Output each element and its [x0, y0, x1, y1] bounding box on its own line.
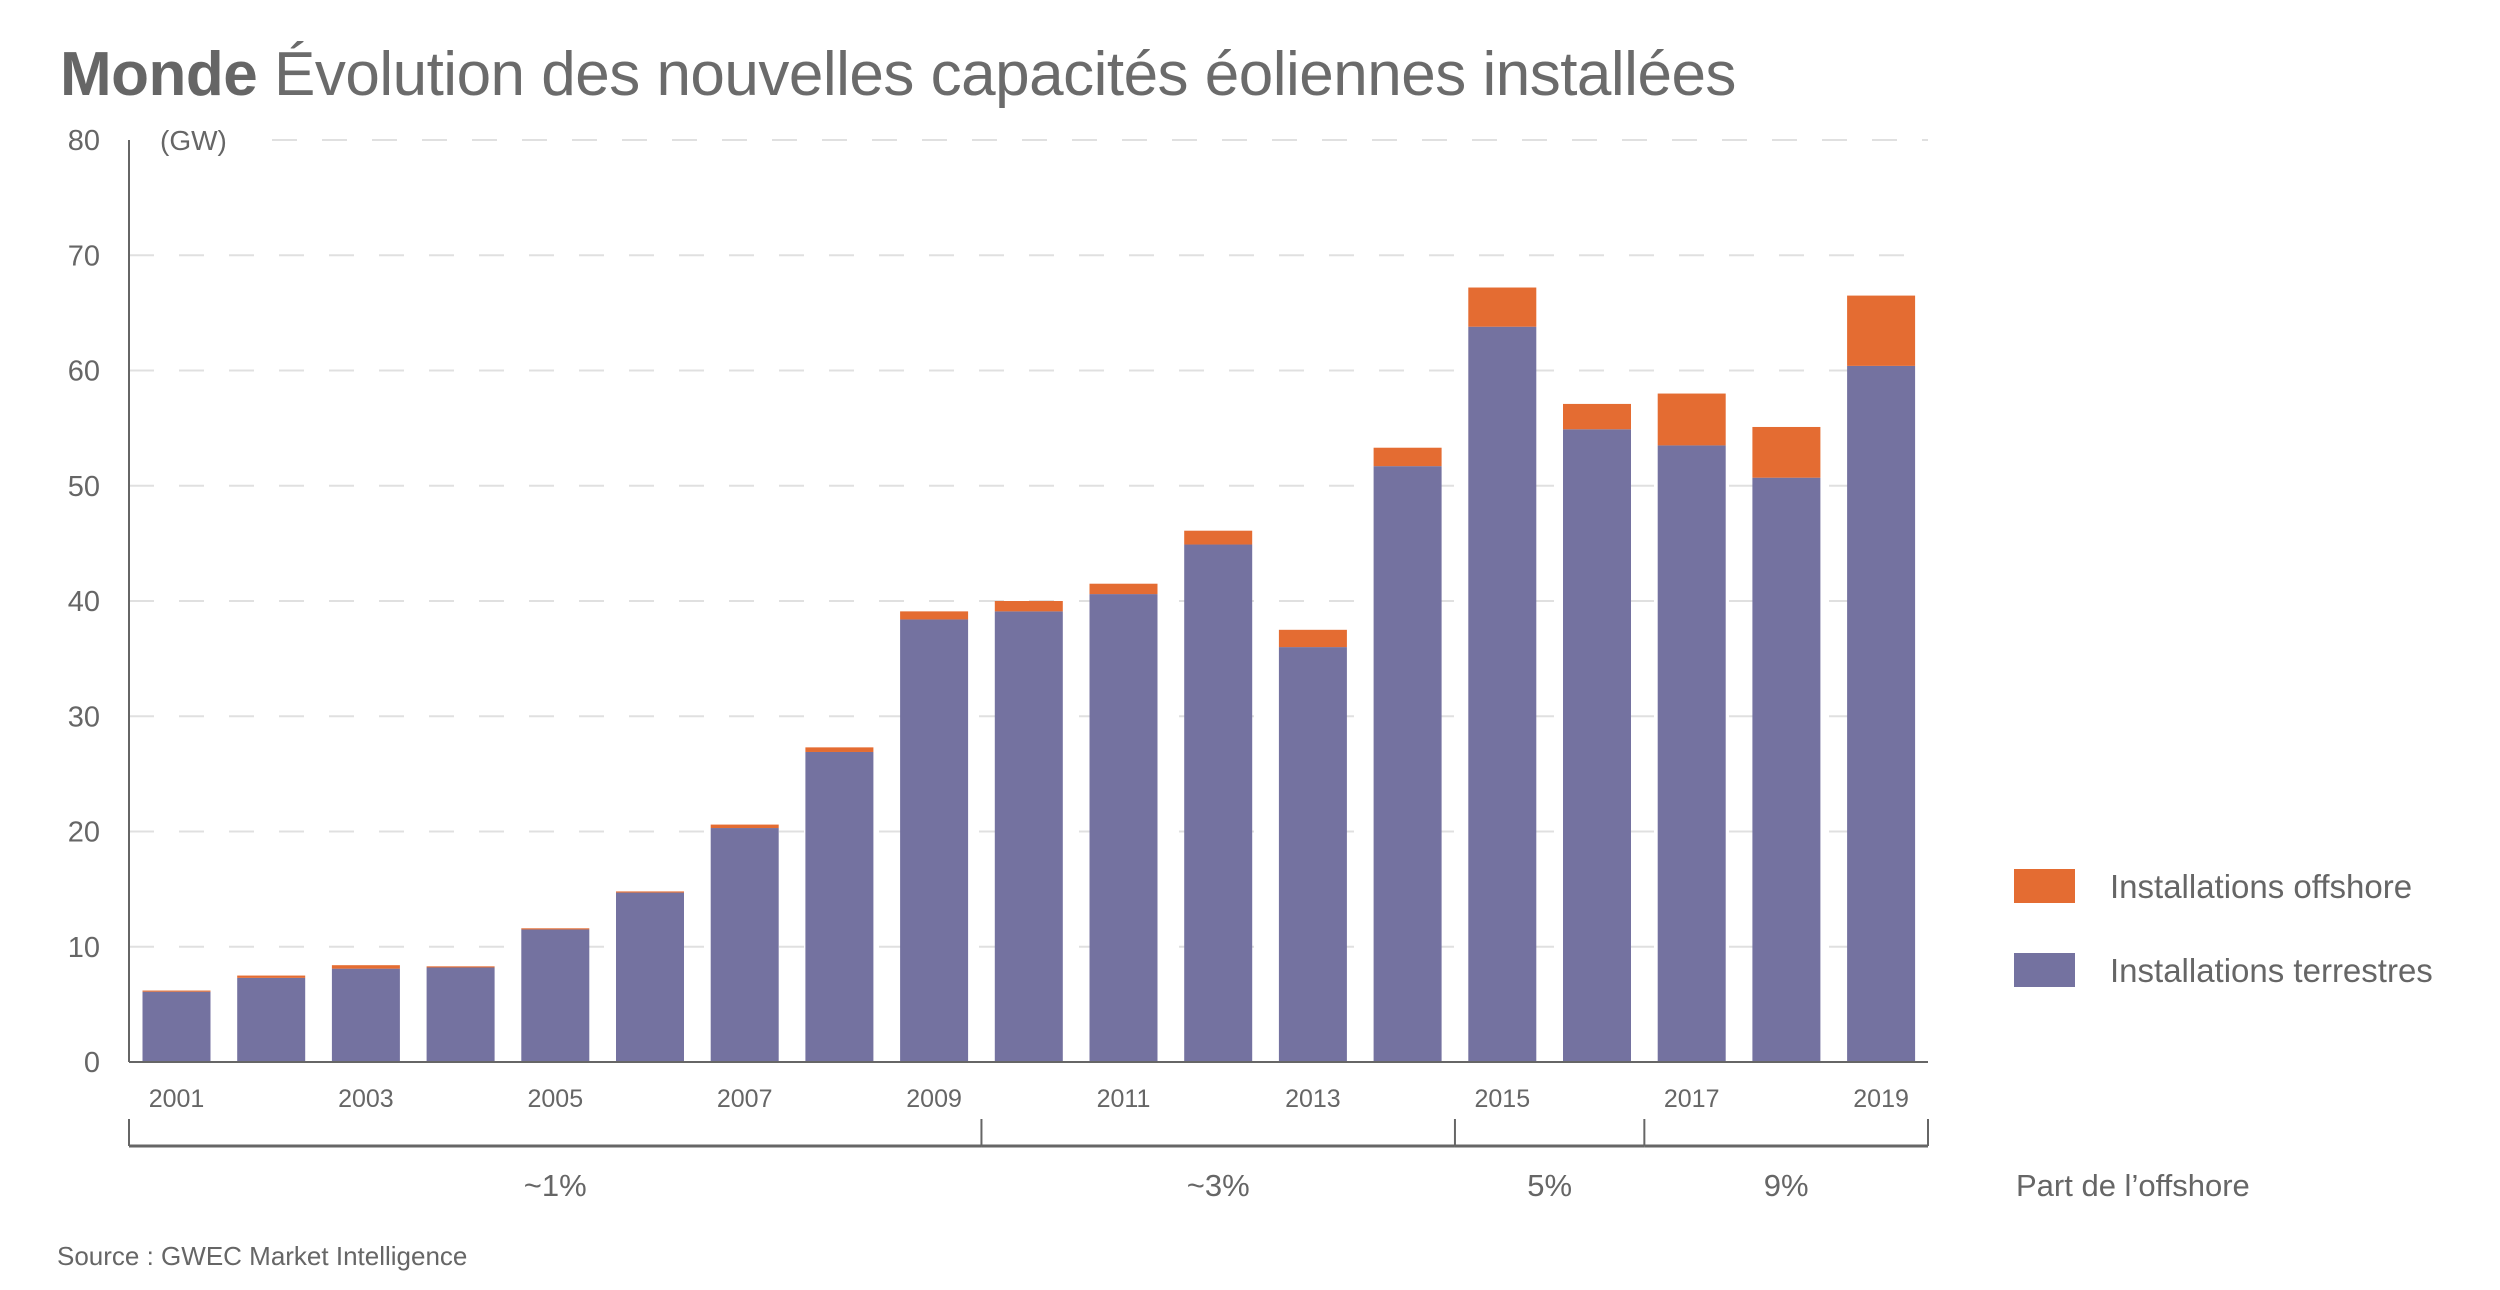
bar-offshore — [426, 966, 495, 968]
source-note: Source : GWEC Market Intelligence — [57, 1241, 467, 1271]
y-axis-ticks: 0 10 20 30 40 50 60 70 80 — [68, 125, 100, 1079]
bar-offshore — [1563, 403, 1631, 430]
legend-swatch-offshore — [2014, 869, 2075, 903]
bar-offshore — [142, 990, 211, 992]
x-tick-label: 2015 — [1474, 1085, 1530, 1113]
legend-label: Installations terrestres — [2110, 952, 2433, 989]
bar-onshore — [1373, 466, 1442, 1063]
share-value-label: 9% — [1764, 1168, 1809, 1203]
bar-onshore — [1278, 647, 1347, 1062]
bar-onshore — [616, 892, 684, 1062]
legend: Installations offshore Installations terr… — [2014, 868, 2433, 989]
bar-onshore — [1184, 544, 1253, 1062]
chart-title-text: Évolution des nouvelles capacités éolien… — [273, 40, 1736, 109]
legend-label: Installations offshore — [2110, 868, 2412, 905]
bar-onshore — [1089, 594, 1158, 1062]
bar-offshore — [710, 824, 779, 829]
chart-title: Monde Évolution des nouvelles capacités … — [60, 40, 1736, 110]
y-tick-label: 20 — [68, 817, 100, 849]
share-value-label: ~1% — [524, 1168, 587, 1203]
y-tick-label: 70 — [68, 240, 100, 272]
bar-onshore — [1752, 477, 1821, 1062]
x-axis-ticks: 2001 2003 2005 2007 2009 2011 2013 2015 2017 2019 — [149, 1085, 1909, 1113]
bar-onshore — [142, 991, 211, 1062]
bar-onshore — [521, 929, 590, 1062]
y-tick-label: 50 — [68, 471, 100, 503]
bar-offshore — [1373, 447, 1442, 467]
bar-onshore — [1563, 429, 1631, 1063]
y-tick-label: 30 — [68, 701, 100, 733]
x-tick-label: 2003 — [338, 1085, 394, 1113]
x-tick-label: 2011 — [1097, 1085, 1151, 1113]
y-axis-unit-label: (GW) — [160, 125, 227, 156]
bar-onshore — [994, 611, 1063, 1062]
x-tick-label: 2019 — [1853, 1085, 1909, 1113]
bar-onshore — [1847, 365, 1916, 1062]
bar-offshore — [1847, 295, 1916, 366]
x-tick-label: 2001 — [149, 1085, 205, 1113]
bar-offshore — [994, 601, 1063, 612]
legend-swatch-onshore — [2014, 953, 2075, 987]
y-tick-label: 40 — [68, 586, 100, 618]
bar-offshore — [1657, 393, 1726, 446]
y-tick-label: 10 — [68, 932, 100, 964]
bar-onshore — [900, 619, 969, 1062]
bars — [142, 287, 1916, 1063]
bar-offshore — [237, 975, 306, 978]
bar-onshore — [331, 968, 400, 1062]
y-tick-label: 60 — [68, 356, 100, 388]
bar-offshore — [1752, 426, 1821, 478]
bar-offshore — [805, 747, 874, 752]
x-tick-label: 2013 — [1285, 1085, 1341, 1113]
offshore-share-brackets: ~1% ~3% 5% 9% — [128, 1119, 1929, 1203]
y-tick-label: 0 — [84, 1047, 100, 1079]
x-tick-label: 2005 — [527, 1085, 583, 1113]
chart-title-region: Monde — [60, 40, 258, 109]
bar-offshore — [900, 611, 969, 620]
bar-offshore — [616, 891, 684, 893]
bar-offshore — [331, 965, 400, 969]
bar-offshore — [1089, 583, 1158, 595]
bar-offshore — [1278, 629, 1347, 648]
bar-offshore — [1184, 530, 1253, 545]
offshore-share-label: Part de l’offshore — [2016, 1168, 2250, 1203]
bar-onshore — [237, 977, 306, 1062]
bar-onshore — [426, 967, 495, 1062]
y-tick-label: 80 — [68, 125, 100, 157]
x-tick-label: 2007 — [717, 1085, 773, 1113]
bar-offshore — [1468, 287, 1537, 327]
bar-onshore — [805, 751, 874, 1062]
share-value-label: ~3% — [1187, 1168, 1250, 1203]
bar-offshore — [521, 928, 590, 930]
bar-onshore — [1657, 445, 1726, 1063]
bar-onshore — [710, 828, 779, 1062]
x-tick-label: 2017 — [1664, 1085, 1720, 1113]
share-value-label: 5% — [1527, 1168, 1572, 1203]
x-tick-label: 2009 — [906, 1085, 962, 1113]
bar-onshore — [1468, 326, 1537, 1063]
